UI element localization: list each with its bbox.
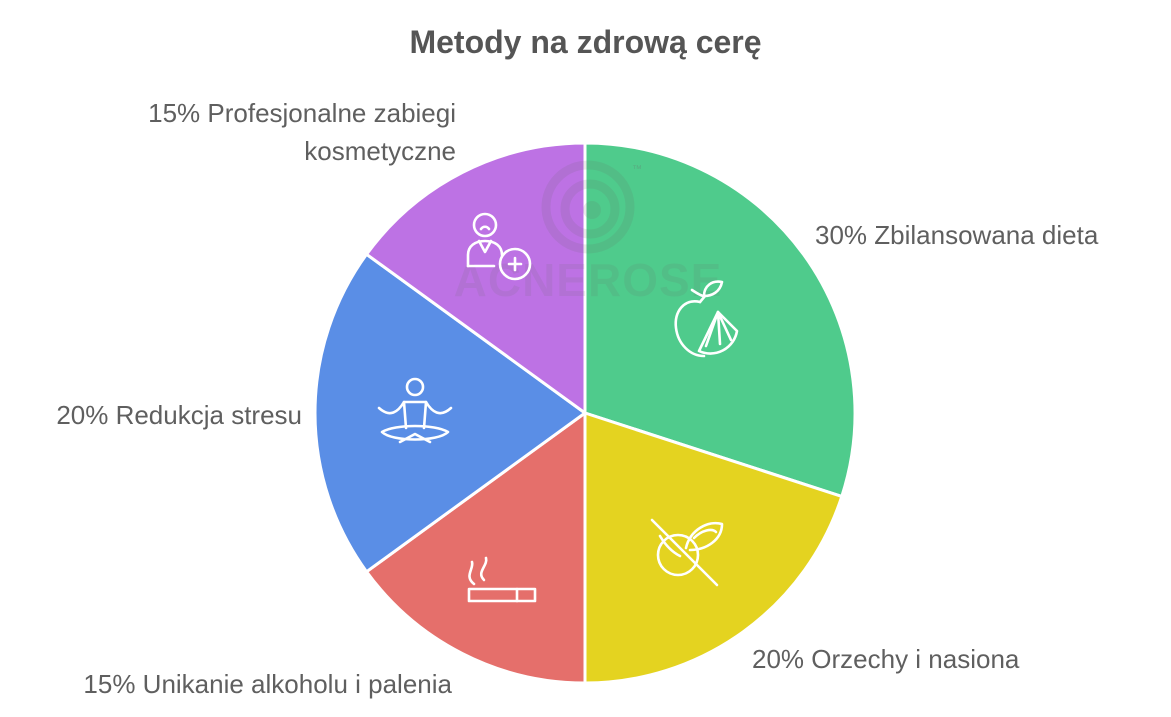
slice-label-4: 20% Redukcja stresu: [56, 400, 302, 430]
fruit-icon: [674, 280, 739, 358]
slice-label-5: 15% Profesjonalne zabiegi kosmetyczne: [148, 98, 456, 166]
slice-label-1: 30% Zbilansowana dieta: [815, 220, 1099, 250]
pie-slice-3: [364, 410, 587, 685]
no-grain-icon: [650, 518, 724, 587]
watermark-logo: [541, 160, 635, 254]
pie-slice-2: [583, 410, 844, 685]
watermark-tm: ™: [632, 164, 642, 175]
cigarette-icon: [467, 556, 537, 603]
slice-label-3: 15% Unikanie alkoholu i palenia: [83, 669, 452, 699]
chart-title: Metody na zdrową cerę: [409, 24, 762, 60]
meditation-icon: [377, 377, 453, 444]
pie-slice-5: [364, 141, 587, 416]
watermark-text: ACNEROSE: [454, 254, 723, 306]
pie-slice-1: [583, 141, 857, 499]
pie-slice-4: [313, 252, 588, 574]
slice-label-2: 20% Orzechy i nasiona: [752, 644, 1020, 674]
cosmetic-care-icon: [466, 212, 532, 281]
